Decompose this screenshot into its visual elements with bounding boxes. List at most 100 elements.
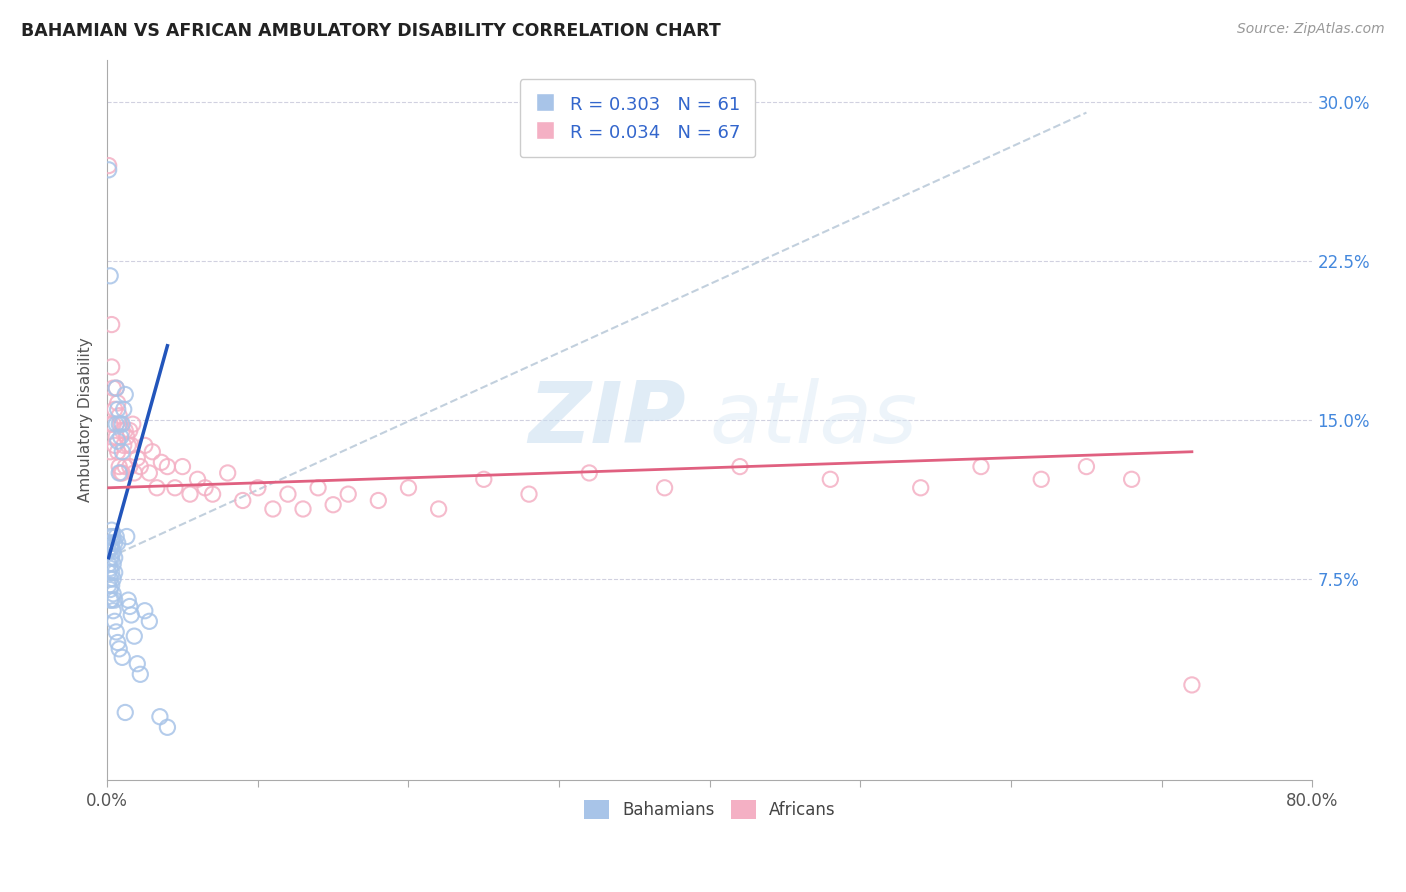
Point: [105, 417, 128, 432]
Point: [98, 444, 121, 458]
Point: [100, 593, 122, 607]
Point: [103, 417, 125, 432]
Point: [104, 593, 127, 607]
Point: [517, 487, 540, 501]
Point: [104, 550, 127, 565]
Point: [107, 402, 129, 417]
Point: [97, 159, 120, 173]
Point: [104, 615, 127, 629]
Point: [100, 523, 122, 537]
Point: [103, 381, 125, 395]
Point: [110, 430, 132, 444]
Point: [262, 502, 284, 516]
Point: [98, 572, 121, 586]
Point: [127, 657, 149, 671]
Point: [98, 417, 121, 432]
Point: [149, 709, 172, 723]
Text: Source: ZipAtlas.com: Source: ZipAtlas.com: [1237, 22, 1385, 37]
Point: [121, 417, 143, 432]
Point: [117, 593, 139, 607]
Point: [246, 481, 269, 495]
Point: [187, 472, 209, 486]
Point: [97, 578, 120, 592]
Point: [1121, 472, 1143, 486]
Point: [97, 544, 120, 558]
Point: [427, 502, 450, 516]
Point: [104, 536, 127, 550]
Point: [910, 481, 932, 495]
Y-axis label: Ambulatory Disability: Ambulatory Disability: [79, 337, 93, 502]
Point: [103, 572, 125, 586]
Point: [292, 502, 315, 516]
Point: [108, 459, 131, 474]
Point: [98, 529, 121, 543]
Point: [107, 635, 129, 649]
Point: [105, 529, 128, 543]
Point: [97, 536, 120, 550]
Point: [110, 466, 132, 480]
Point: [111, 650, 134, 665]
Point: [179, 487, 201, 501]
Point: [728, 459, 751, 474]
Point: [970, 459, 993, 474]
Point: [124, 466, 146, 480]
Point: [110, 417, 132, 432]
Point: [98, 593, 121, 607]
Point: [108, 409, 131, 423]
Point: [307, 481, 329, 495]
Point: [107, 434, 129, 449]
Point: [820, 472, 842, 486]
Point: [654, 481, 676, 495]
Point: [217, 466, 239, 480]
Point: [138, 615, 160, 629]
Point: [117, 438, 139, 452]
Point: [98, 550, 121, 565]
Point: [98, 561, 121, 575]
Point: [103, 544, 125, 558]
Point: [98, 268, 121, 283]
Point: [146, 481, 169, 495]
Point: [129, 667, 152, 681]
Point: [115, 529, 138, 543]
Point: [194, 481, 217, 495]
Point: [112, 402, 135, 417]
Point: [127, 451, 149, 466]
Point: [104, 438, 127, 452]
Point: [398, 481, 420, 495]
Point: [277, 487, 299, 501]
Point: [112, 438, 135, 452]
Point: [114, 424, 136, 438]
Point: [118, 459, 141, 474]
Point: [105, 381, 128, 395]
Point: [105, 430, 128, 444]
Point: [138, 466, 160, 480]
Point: [108, 641, 131, 656]
Point: [98, 540, 121, 554]
Point: [100, 566, 122, 580]
Point: [124, 629, 146, 643]
Point: [1031, 472, 1053, 486]
Point: [103, 604, 125, 618]
Point: [114, 387, 136, 401]
Point: [100, 318, 122, 332]
Point: [111, 444, 134, 458]
Point: [105, 381, 128, 395]
Text: atlas: atlas: [710, 378, 918, 461]
Point: [108, 417, 131, 432]
Point: [100, 359, 122, 374]
Point: [107, 396, 129, 410]
Point: [472, 472, 495, 486]
Point: [100, 578, 122, 592]
Point: [120, 438, 142, 452]
Point: [156, 720, 179, 734]
Point: [103, 587, 125, 601]
Point: [103, 557, 125, 571]
Point: [107, 444, 129, 458]
Point: [114, 706, 136, 720]
Point: [150, 455, 173, 469]
Point: [134, 604, 156, 618]
Point: [322, 498, 344, 512]
Point: [337, 487, 360, 501]
Point: [134, 438, 156, 452]
Point: [111, 466, 134, 480]
